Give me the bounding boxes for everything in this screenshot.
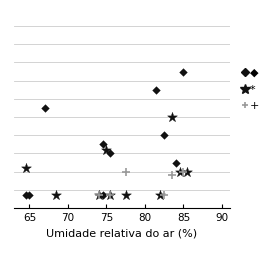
Point bbox=[23, 193, 28, 197]
Point bbox=[100, 193, 105, 197]
Point bbox=[185, 170, 190, 174]
Point bbox=[170, 115, 174, 119]
Point bbox=[162, 133, 166, 137]
Point bbox=[27, 193, 32, 197]
Point bbox=[23, 166, 28, 170]
Point bbox=[108, 151, 113, 155]
Point bbox=[158, 193, 162, 197]
Point bbox=[170, 173, 174, 177]
Point bbox=[96, 193, 101, 197]
Point bbox=[177, 170, 182, 174]
Point bbox=[173, 160, 178, 165]
Point bbox=[123, 170, 128, 174]
Point bbox=[108, 193, 113, 197]
Point bbox=[104, 148, 109, 152]
X-axis label: Umidade relativa do ar (%): Umidade relativa do ar (%) bbox=[46, 229, 197, 238]
Point bbox=[154, 88, 159, 92]
Point bbox=[100, 142, 105, 146]
Point bbox=[123, 193, 128, 197]
Point bbox=[43, 106, 47, 110]
Point bbox=[181, 170, 186, 174]
Legend: ◆, *, +: ◆, *, + bbox=[237, 63, 263, 116]
Point bbox=[181, 69, 186, 74]
Point bbox=[108, 193, 113, 197]
Point bbox=[162, 193, 166, 197]
Point bbox=[96, 193, 101, 197]
Point bbox=[54, 193, 59, 197]
